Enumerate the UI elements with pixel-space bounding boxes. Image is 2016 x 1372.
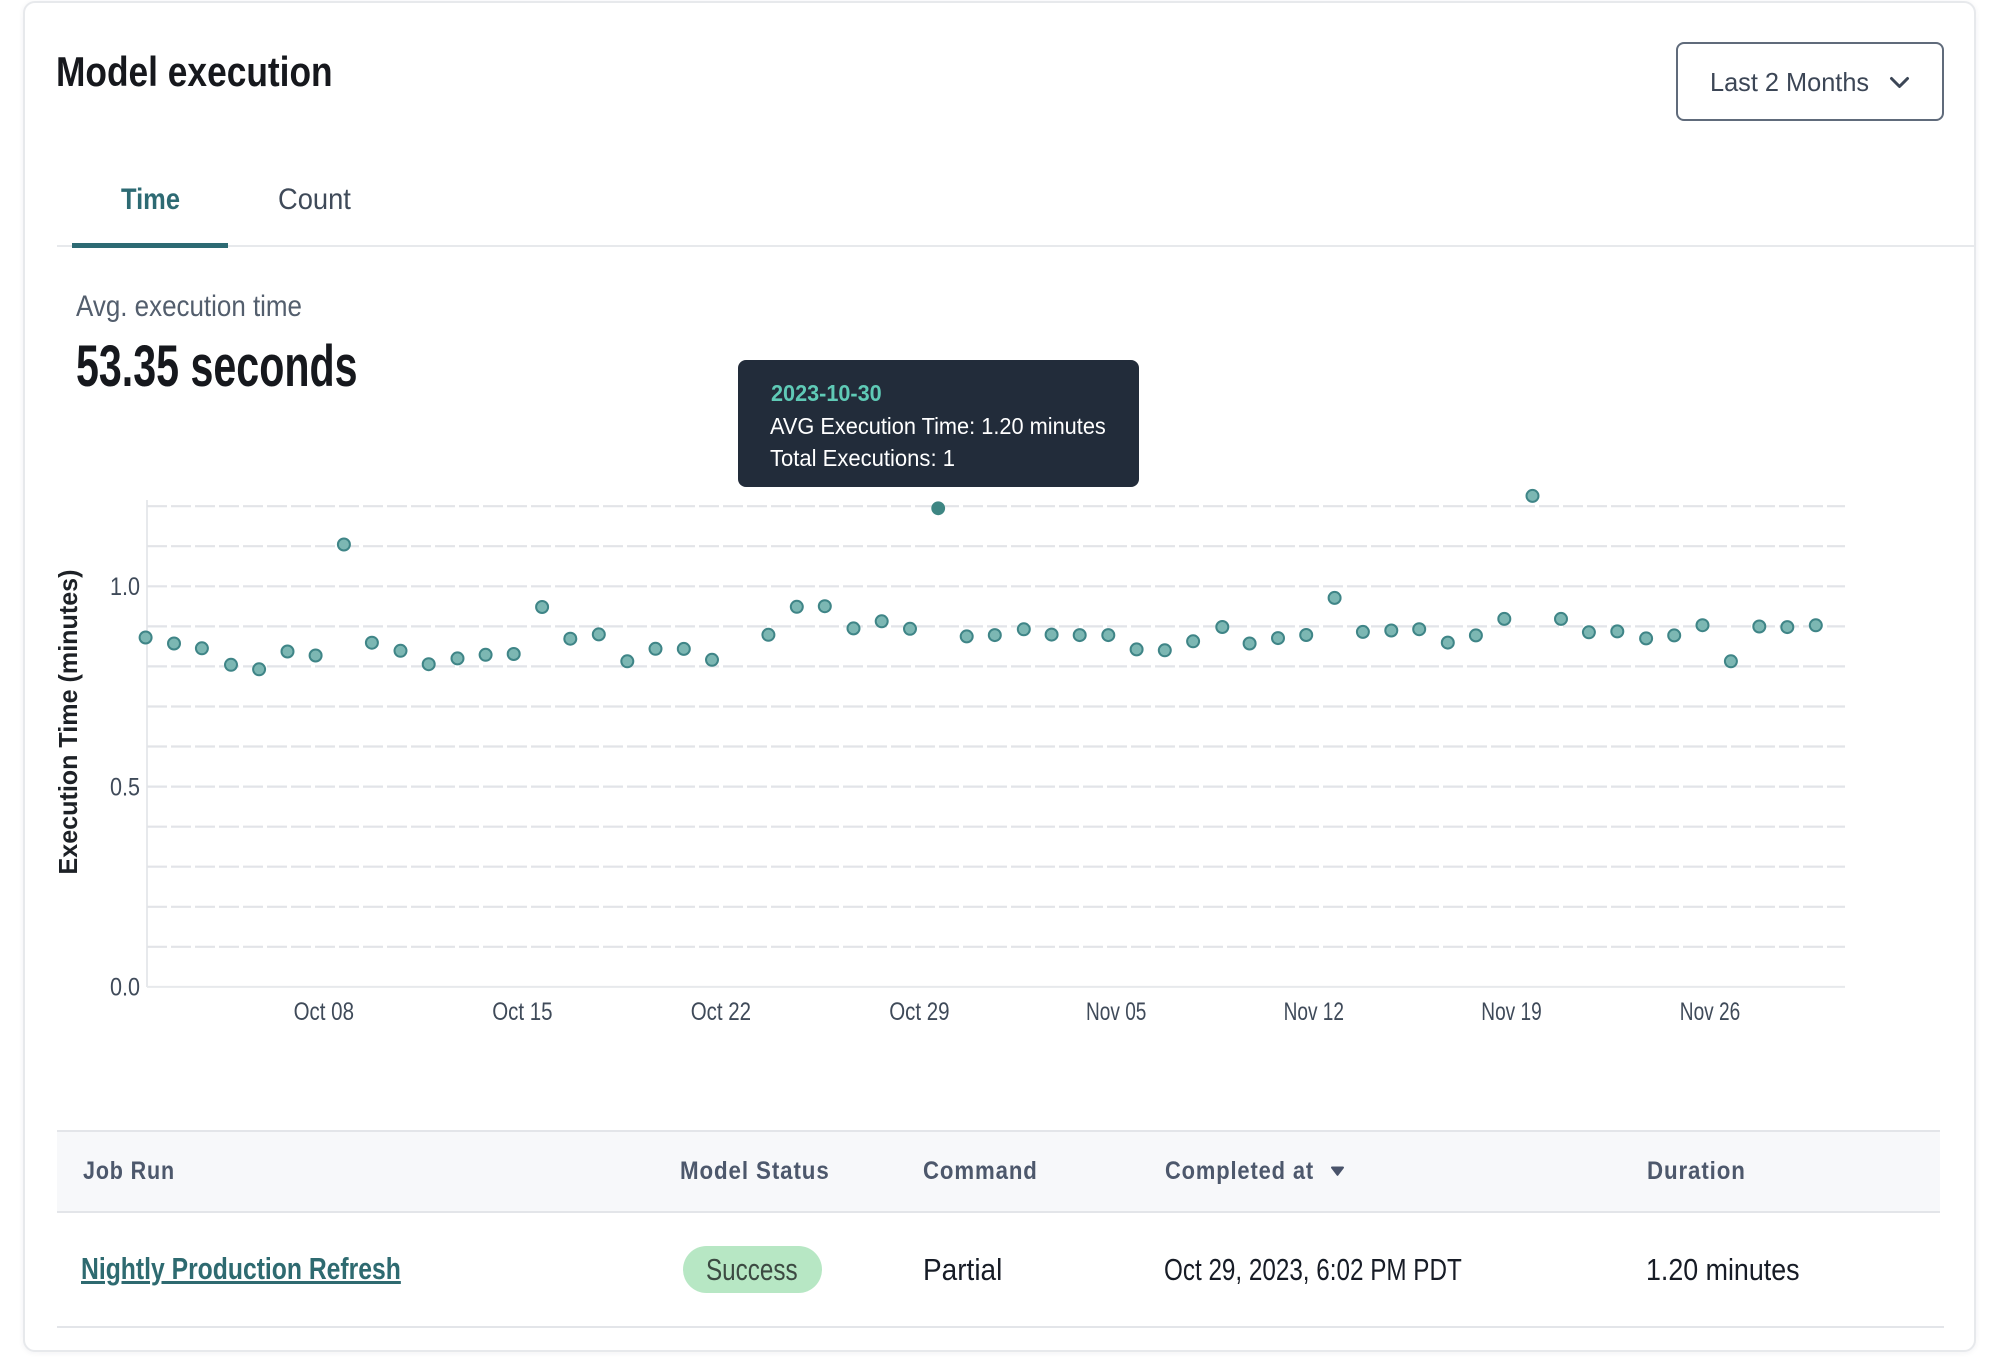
svg-text:0.5: 0.5 xyxy=(110,773,140,801)
svg-text:0.0: 0.0 xyxy=(110,974,140,1002)
svg-text:Execution Time (minutes): Execution Time (minutes) xyxy=(53,570,83,875)
svg-text:Oct 15: Oct 15 xyxy=(492,998,552,1026)
svg-text:Nov 26: Nov 26 xyxy=(1680,998,1740,1026)
svg-text:Oct 08: Oct 08 xyxy=(294,998,354,1026)
svg-text:1.0: 1.0 xyxy=(110,573,140,601)
svg-text:Nov 19: Nov 19 xyxy=(1481,998,1541,1026)
svg-text:Oct 29: Oct 29 xyxy=(889,998,949,1026)
svg-text:Nov 12: Nov 12 xyxy=(1284,998,1344,1026)
svg-text:Oct 22: Oct 22 xyxy=(691,998,751,1026)
svg-text:Nov 05: Nov 05 xyxy=(1086,998,1146,1026)
